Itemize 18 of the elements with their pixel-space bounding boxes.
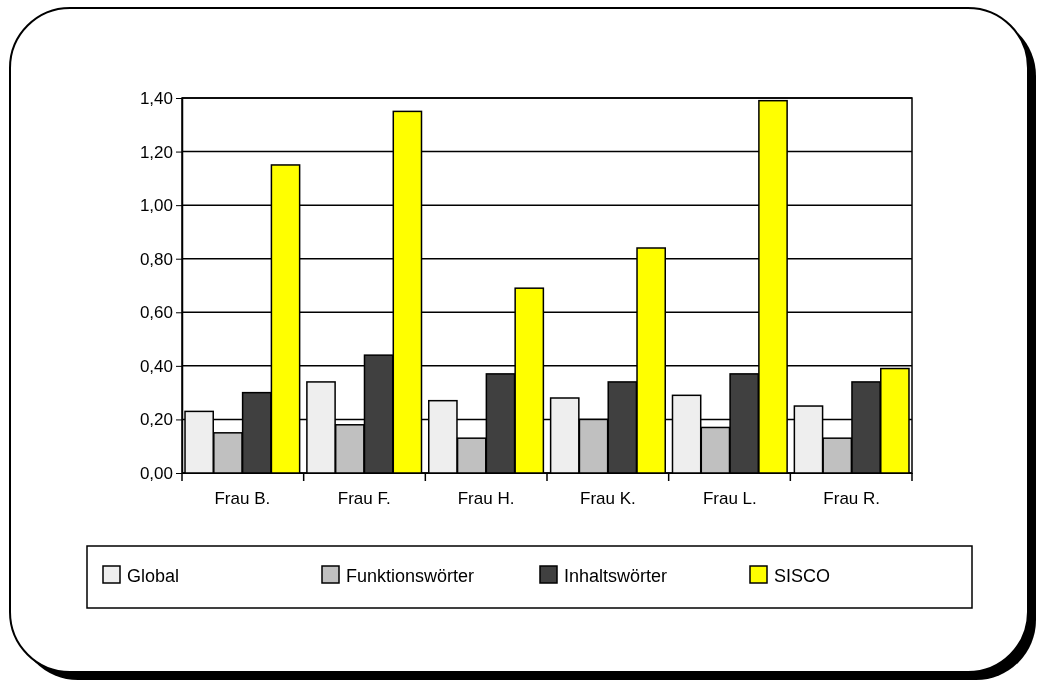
x-tick-label: Frau F.: [337, 489, 391, 509]
x-tick-label: Frau H.: [457, 489, 515, 509]
y-tick-label: 1,20: [139, 142, 173, 162]
y-tick-label: 1,40: [139, 88, 173, 108]
y-tick-label: 0,20: [139, 410, 173, 430]
y-tick-label: 0,00: [139, 463, 173, 483]
legend-label: Global: [127, 566, 180, 586]
x-tick-label: Frau B.: [214, 489, 271, 509]
x-tick-label: Frau K.: [580, 489, 636, 509]
y-tick-label: 0,40: [139, 356, 173, 376]
y-tick-label: 1,00: [139, 196, 173, 216]
y-tick-label: 0,60: [139, 303, 173, 323]
legend-label: Funktionswörter: [346, 566, 475, 586]
legend-label: Inhaltswörter: [564, 566, 668, 586]
y-tick-label: 0,80: [139, 249, 173, 269]
x-tick-label: Frau R.: [823, 489, 881, 509]
x-tick-label: Frau L.: [702, 489, 757, 509]
legend-label: SISCO: [774, 566, 831, 586]
